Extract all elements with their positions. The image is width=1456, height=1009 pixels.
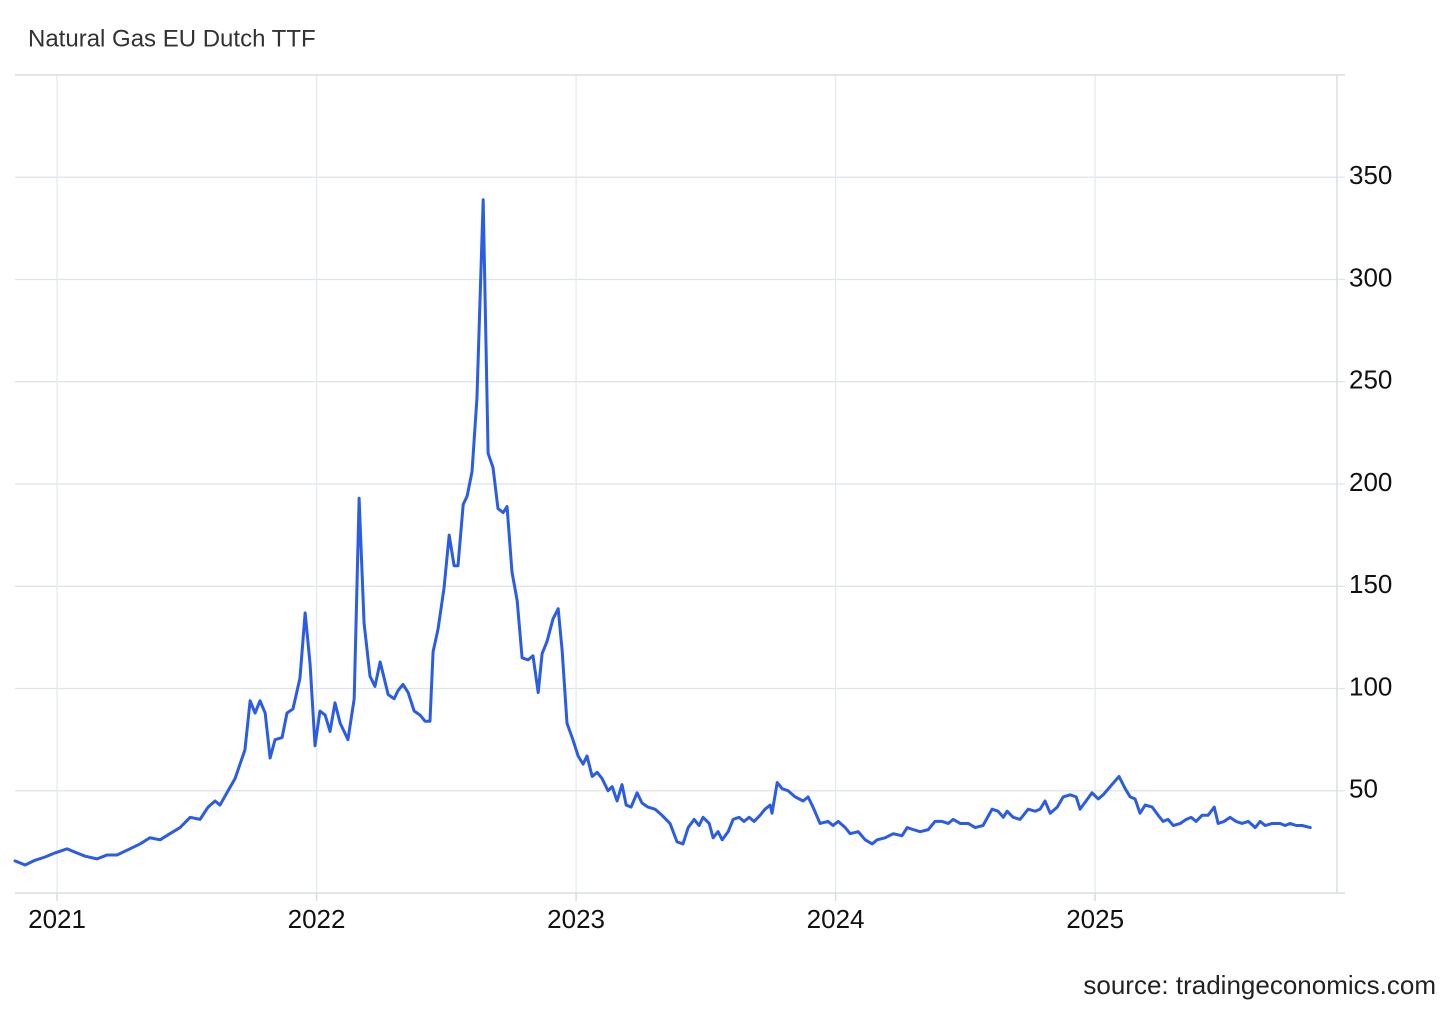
data-line [13,198,1312,867]
y-tick-label: 300 [1349,262,1392,292]
source-note: source: tradingeconomics.com [1083,970,1436,1000]
x-tick-label: 2024 [807,904,865,934]
x-tick-label: 2021 [28,904,86,934]
y-tick-label: 350 [1349,160,1392,190]
x-tick-label: 2022 [288,904,346,934]
y-tick-label: 200 [1349,467,1392,497]
y-tick-label: 250 [1349,365,1392,395]
y-tick-label: 100 [1349,671,1392,701]
y-tick-label: 150 [1349,569,1392,599]
y-tick-label: 50 [1349,774,1378,804]
chart-title: Natural Gas EU Dutch TTF [28,25,316,52]
x-tick-label: 2025 [1066,904,1124,934]
x-tick-label: 2023 [547,904,605,934]
